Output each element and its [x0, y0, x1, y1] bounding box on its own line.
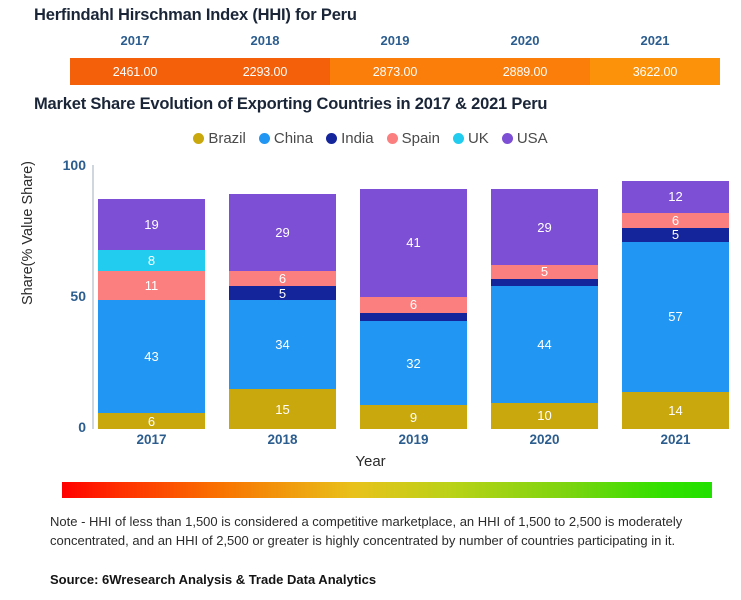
legend-dot-icon	[258, 133, 270, 144]
legend-item-india[interactable]: India	[326, 130, 374, 147]
legend-dot-icon	[501, 133, 513, 144]
bar-segment-2021-india[interactable]: 5	[622, 228, 729, 242]
footer-source: Source: 6Wresearch Analysis & Trade Data…	[50, 572, 377, 587]
bar-segment-2019-usa[interactable]: 41	[360, 188, 467, 298]
y-axis-label: Share(% Value Share)	[20, 161, 36, 306]
x-tick-2018: 2018	[267, 432, 298, 447]
legend-label: UK	[467, 130, 489, 147]
hhi-year-2021: 2021	[640, 33, 670, 48]
legend-item-uk[interactable]: UK	[452, 130, 489, 147]
x-axis-label: Year	[355, 453, 386, 470]
bar-segment-2018-brazil[interactable]: 15	[229, 389, 336, 429]
bar-group-2017[interactable]: 6 43 11 8 19	[98, 199, 205, 429]
legend-dot-icon	[386, 133, 398, 144]
bar-segment-2019-india[interactable]	[360, 312, 467, 321]
chart-title: Market Share Evolution of Exporting Coun…	[34, 95, 548, 113]
legend-item-spain[interactable]: Spain	[386, 130, 440, 147]
bar-segment-2018-china[interactable]: 34	[229, 299, 336, 390]
legend-label: China	[273, 130, 314, 147]
bar-segment-2019-spain[interactable]: 6	[360, 297, 467, 313]
legend-label: India	[341, 130, 374, 147]
hhi-year-2017: 2017	[120, 33, 150, 48]
bar-segment-2018-spain[interactable]: 6	[229, 270, 336, 287]
hhi-year-labels: 2017 2018 2019 2020 2021	[70, 33, 720, 48]
bar-group-2020[interactable]: 10 44 5 29	[491, 188, 598, 429]
x-tick-2021: 2021	[660, 432, 691, 447]
hhi-value-2017: 2461.00	[70, 58, 200, 85]
bar-segment-2019-brazil[interactable]: 9	[360, 405, 467, 429]
hhi-value-2020: 2889.00	[460, 58, 590, 85]
bar-segment-2018-usa[interactable]: 29	[229, 194, 336, 271]
bar-segment-2020-china[interactable]: 44	[491, 286, 598, 403]
hhi-value-bar: 2461.00 2293.00 2873.00 2889.00 3622.00	[70, 58, 720, 85]
hhi-year-2018: 2018	[250, 33, 280, 48]
hhi-year-2019: 2019	[380, 33, 410, 48]
bar-segment-2017-spain[interactable]: 11	[98, 270, 205, 300]
footer-note: Note - HHI of less than 1,500 is conside…	[50, 514, 683, 548]
bar-group-2019[interactable]: 9 32 6 41	[360, 188, 467, 429]
bar-segment-2020-india[interactable]	[491, 278, 598, 287]
bar-group-2018[interactable]: 15 34 5 6 29	[229, 194, 336, 429]
chart-legend: Brazil China India Spain UK USA	[0, 130, 741, 147]
bar-segment-2019-china[interactable]: 32	[360, 320, 467, 406]
hhi-value-2018: 2293.00	[200, 58, 330, 85]
stacked-bars: 6 43 11 8 19 15 34 5 6 29 9 32 6 41 10 44 5 29 14 57 5 6 12	[92, 165, 729, 429]
hhi-year-2020: 2020	[510, 33, 540, 48]
legend-label: Spain	[401, 130, 440, 147]
legend-item-brazil[interactable]: Brazil	[193, 130, 246, 147]
hhi-value-2019: 2873.00	[330, 58, 460, 85]
x-tick-2019: 2019	[398, 432, 429, 447]
bar-segment-2021-spain[interactable]: 6	[622, 212, 729, 229]
legend-label: Brazil	[208, 130, 246, 147]
bar-segment-2017-china[interactable]: 43	[98, 299, 205, 414]
legend-label: USA	[516, 130, 548, 147]
bar-segment-2017-uk[interactable]: 8	[98, 249, 205, 271]
legend-dot-icon	[452, 133, 464, 144]
bar-segment-2018-india[interactable]: 5	[229, 286, 336, 300]
concentration-gradient-scale	[62, 482, 712, 498]
bar-segment-2017-usa[interactable]: 19	[98, 199, 205, 250]
y-axis-line	[92, 165, 94, 429]
legend-dot-icon	[193, 133, 205, 144]
bar-segment-2021-brazil[interactable]: 14	[622, 392, 729, 429]
hhi-title: Herfindahl Hirschman Index (HHI) for Per…	[34, 6, 357, 24]
hhi-value-2021: 3622.00	[590, 58, 720, 85]
x-tick-2017: 2017	[136, 432, 167, 447]
bar-segment-2021-china[interactable]: 57	[622, 241, 729, 393]
bar-segment-2020-usa[interactable]: 29	[491, 188, 598, 266]
bar-segment-2020-brazil[interactable]: 10	[491, 402, 598, 429]
x-tick-2020: 2020	[529, 432, 560, 447]
legend-dot-icon	[326, 133, 338, 144]
y-tick-100: 100	[62, 157, 86, 173]
bar-group-2021[interactable]: 14 57 5 6 12	[622, 180, 729, 429]
y-tick-0: 0	[78, 419, 86, 435]
legend-item-china[interactable]: China	[258, 130, 314, 147]
bar-segment-2017-brazil[interactable]: 6	[98, 413, 205, 429]
legend-item-usa[interactable]: USA	[501, 130, 548, 147]
bar-segment-2020-spain[interactable]: 5	[491, 265, 598, 279]
bar-segment-2021-usa[interactable]: 12	[622, 180, 729, 213]
y-tick-50: 50	[70, 288, 86, 304]
